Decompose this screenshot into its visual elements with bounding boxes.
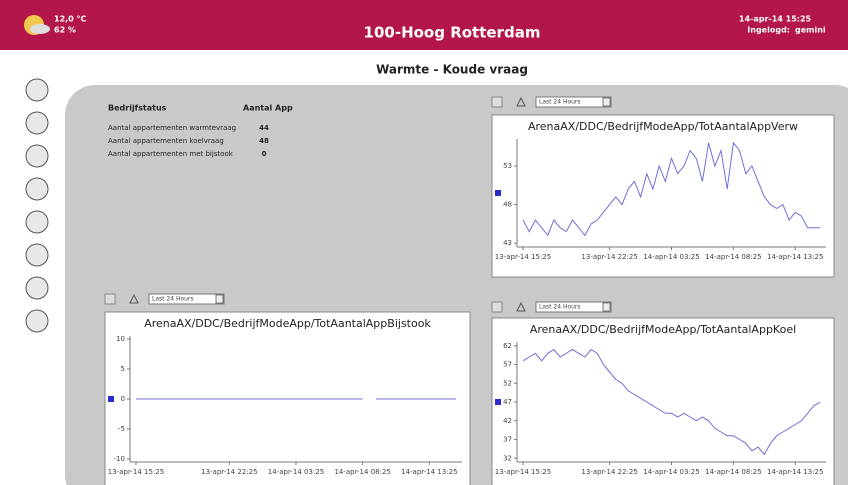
legend-swatch [108, 396, 114, 402]
y-tick-label: 52 [503, 379, 512, 387]
chart-box [491, 114, 835, 278]
x-tick-label: 14-apr-14 13:25 [767, 468, 823, 476]
x-tick-label: 14-apr-14 03:25 [643, 253, 699, 261]
weather-cloud [30, 24, 50, 34]
chart-box [491, 317, 835, 485]
nav-building-2[interactable] [25, 276, 49, 300]
nav-trend[interactable] [25, 210, 49, 234]
status-header: Bedrijfstatus [108, 104, 167, 113]
chart-title: ArenaAX/DDC/BedrijfModeApp/TotAantalAppK… [530, 323, 796, 336]
x-tick-label: 14-apr-14 13:25 [767, 253, 823, 261]
range-select-arrow[interactable] [215, 294, 224, 304]
y-tick-label: 37 [503, 436, 512, 444]
range-select-label: Last 24 Hours [539, 304, 581, 311]
x-tick-label: 13-apr-14 22:25 [201, 468, 257, 476]
delta-button[interactable] [516, 301, 526, 312]
delta-button[interactable] [129, 293, 139, 304]
range-select-label: Last 24 Hours [152, 296, 194, 303]
nav-screen[interactable] [25, 309, 49, 333]
chart-button[interactable] [491, 96, 503, 108]
legend-swatch [495, 190, 501, 196]
data-line [522, 348, 821, 456]
range-select-arrow[interactable] [602, 97, 611, 107]
y-tick-label: 62 [503, 342, 512, 350]
chart-title: ArenaAX/DDC/BedrijfModeApp/TotAantalAppB… [144, 317, 431, 330]
range-select-arrow[interactable] [602, 302, 611, 312]
status-header: Aantal App [243, 104, 293, 113]
y-tick-label: 5 [121, 365, 125, 373]
range-select[interactable] [535, 301, 612, 313]
legend-swatch [495, 399, 501, 405]
y-tick-label: -5 [118, 425, 125, 433]
y-tick-label: 47 [503, 398, 512, 406]
status-value: 44 [259, 124, 269, 132]
humidity: 62 % [54, 26, 76, 35]
nav-tools[interactable] [25, 144, 49, 168]
page-title: Warmte - Koude vraag [376, 63, 528, 77]
x-tick-label: 14-apr-14 13:25 [401, 468, 457, 476]
y-tick-label: 53 [503, 162, 512, 170]
temperature: 12,0 °C [54, 15, 87, 24]
header-title: 100-Hoog Rotterdam [364, 24, 541, 42]
y-tick-label: 10 [116, 335, 125, 343]
delta-button[interactable] [516, 96, 526, 107]
nav-alarm[interactable] [25, 177, 49, 201]
y-tick-label: 0 [121, 395, 125, 403]
nav-home[interactable] [25, 78, 49, 102]
header-datetime: 14-apr-14 15:25 [739, 15, 812, 24]
status-value: 48 [259, 137, 269, 145]
x-tick-label: 14-apr-14 08:25 [705, 468, 761, 476]
x-tick-label: 13-apr-14 15:25 [495, 253, 551, 261]
status-label: Aantal appartementen koelvraag [108, 137, 224, 145]
sidebar [25, 78, 49, 333]
nav-chart[interactable] [25, 111, 49, 135]
y-tick-label: 32 [503, 454, 512, 462]
y-tick-label: 48 [503, 201, 512, 209]
status-label: Aantal appartementen warmtevraag [108, 124, 236, 132]
x-tick-label: 13-apr-14 15:25 [108, 468, 164, 476]
y-tick-label: -10 [114, 455, 125, 463]
x-tick-label: 13-apr-14 15:25 [495, 468, 551, 476]
x-tick-label: 13-apr-14 22:25 [581, 468, 637, 476]
y-tick-label: 43 [503, 239, 512, 247]
y-tick-label: 57 [503, 361, 512, 369]
x-tick-label: 14-apr-14 03:25 [643, 468, 699, 476]
x-tick-label: 13-apr-14 22:25 [581, 253, 637, 261]
x-tick-label: 14-apr-14 03:25 [268, 468, 324, 476]
y-tick-label: 42 [503, 417, 512, 425]
range-select[interactable] [535, 96, 612, 108]
data-line [522, 141, 820, 237]
login-user: gemini [795, 26, 826, 35]
status-label: Aantal appartementen met bijstook [108, 150, 234, 158]
x-tick-label: 14-apr-14 08:25 [705, 253, 761, 261]
status-value: 0 [262, 150, 267, 158]
login-label: Ingelogd: [747, 26, 790, 35]
chart-title: ArenaAX/DDC/BedrijfModeApp/TotAantalAppV… [528, 120, 798, 133]
range-select-label: Last 24 Hours [539, 99, 581, 106]
header-bar [0, 0, 848, 50]
range-select[interactable] [148, 293, 225, 305]
nav-building[interactable] [25, 243, 49, 267]
chart-button[interactable] [491, 301, 503, 313]
chart-button[interactable] [104, 293, 116, 305]
x-tick-label: 14-apr-14 08:25 [334, 468, 390, 476]
